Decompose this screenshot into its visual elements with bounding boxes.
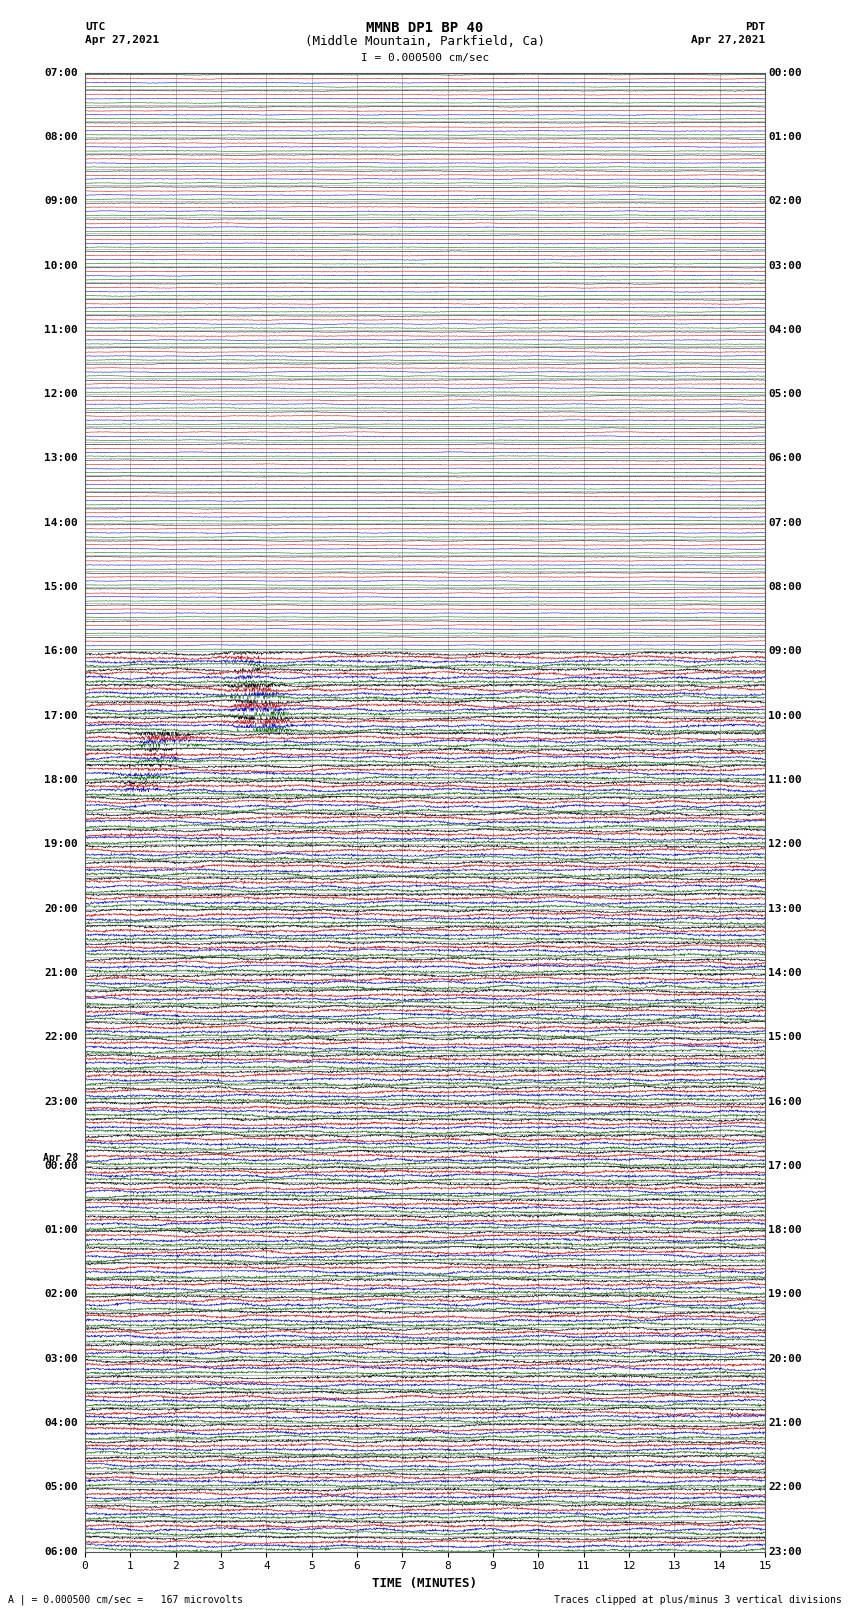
Text: 22:00: 22:00	[768, 1482, 802, 1492]
Text: 01:00: 01:00	[44, 1226, 78, 1236]
Text: 07:00: 07:00	[44, 68, 78, 77]
Text: 13:00: 13:00	[44, 453, 78, 463]
Text: 03:00: 03:00	[44, 1353, 78, 1363]
Text: 18:00: 18:00	[44, 774, 78, 786]
Text: UTC: UTC	[85, 23, 105, 32]
Text: 08:00: 08:00	[44, 132, 78, 142]
Text: Apr 27,2021: Apr 27,2021	[85, 35, 159, 45]
Text: 23:00: 23:00	[768, 1547, 802, 1557]
Text: 00:00: 00:00	[44, 1161, 78, 1171]
Text: 19:00: 19:00	[44, 839, 78, 850]
Text: 16:00: 16:00	[768, 1097, 802, 1107]
Text: 14:00: 14:00	[44, 518, 78, 527]
Text: 10:00: 10:00	[44, 261, 78, 271]
Text: Traces clipped at plus/minus 3 vertical divisions: Traces clipped at plus/minus 3 vertical …	[553, 1595, 842, 1605]
Text: 00:00: 00:00	[768, 68, 802, 77]
Text: 06:00: 06:00	[768, 453, 802, 463]
Text: 16:00: 16:00	[44, 647, 78, 656]
Text: 21:00: 21:00	[44, 968, 78, 977]
Text: 12:00: 12:00	[44, 389, 78, 398]
Text: 01:00: 01:00	[768, 132, 802, 142]
Text: 20:00: 20:00	[768, 1353, 802, 1363]
Text: 15:00: 15:00	[768, 1032, 802, 1042]
Text: 05:00: 05:00	[44, 1482, 78, 1492]
Text: 15:00: 15:00	[44, 582, 78, 592]
Text: 11:00: 11:00	[44, 324, 78, 336]
Text: 09:00: 09:00	[44, 197, 78, 206]
Text: A | = 0.000500 cm/sec =   167 microvolts: A | = 0.000500 cm/sec = 167 microvolts	[8, 1594, 243, 1605]
Text: 12:00: 12:00	[768, 839, 802, 850]
Text: 06:00: 06:00	[44, 1547, 78, 1557]
Text: 18:00: 18:00	[768, 1226, 802, 1236]
Text: I = 0.000500 cm/sec: I = 0.000500 cm/sec	[361, 53, 489, 63]
Text: 23:00: 23:00	[44, 1097, 78, 1107]
Text: 05:00: 05:00	[768, 389, 802, 398]
Text: 08:00: 08:00	[768, 582, 802, 592]
Text: 09:00: 09:00	[768, 647, 802, 656]
Text: 14:00: 14:00	[768, 968, 802, 977]
Text: 11:00: 11:00	[768, 774, 802, 786]
Text: MMNB DP1 BP 40: MMNB DP1 BP 40	[366, 21, 484, 35]
Text: 07:00: 07:00	[768, 518, 802, 527]
Text: 04:00: 04:00	[44, 1418, 78, 1428]
Text: 13:00: 13:00	[768, 903, 802, 913]
Text: Apr 27,2021: Apr 27,2021	[691, 35, 765, 45]
Text: 17:00: 17:00	[768, 1161, 802, 1171]
Text: PDT: PDT	[745, 23, 765, 32]
Text: (Middle Mountain, Parkfield, Ca): (Middle Mountain, Parkfield, Ca)	[305, 35, 545, 48]
Text: 19:00: 19:00	[768, 1289, 802, 1300]
Text: 02:00: 02:00	[768, 197, 802, 206]
Text: 21:00: 21:00	[768, 1418, 802, 1428]
Text: 20:00: 20:00	[44, 903, 78, 913]
Text: 17:00: 17:00	[44, 711, 78, 721]
Text: 04:00: 04:00	[768, 324, 802, 336]
Text: 03:00: 03:00	[768, 261, 802, 271]
Text: 10:00: 10:00	[768, 711, 802, 721]
Text: 22:00: 22:00	[44, 1032, 78, 1042]
Text: 02:00: 02:00	[44, 1289, 78, 1300]
Text: Apr 28: Apr 28	[43, 1153, 78, 1163]
X-axis label: TIME (MINUTES): TIME (MINUTES)	[372, 1578, 478, 1590]
